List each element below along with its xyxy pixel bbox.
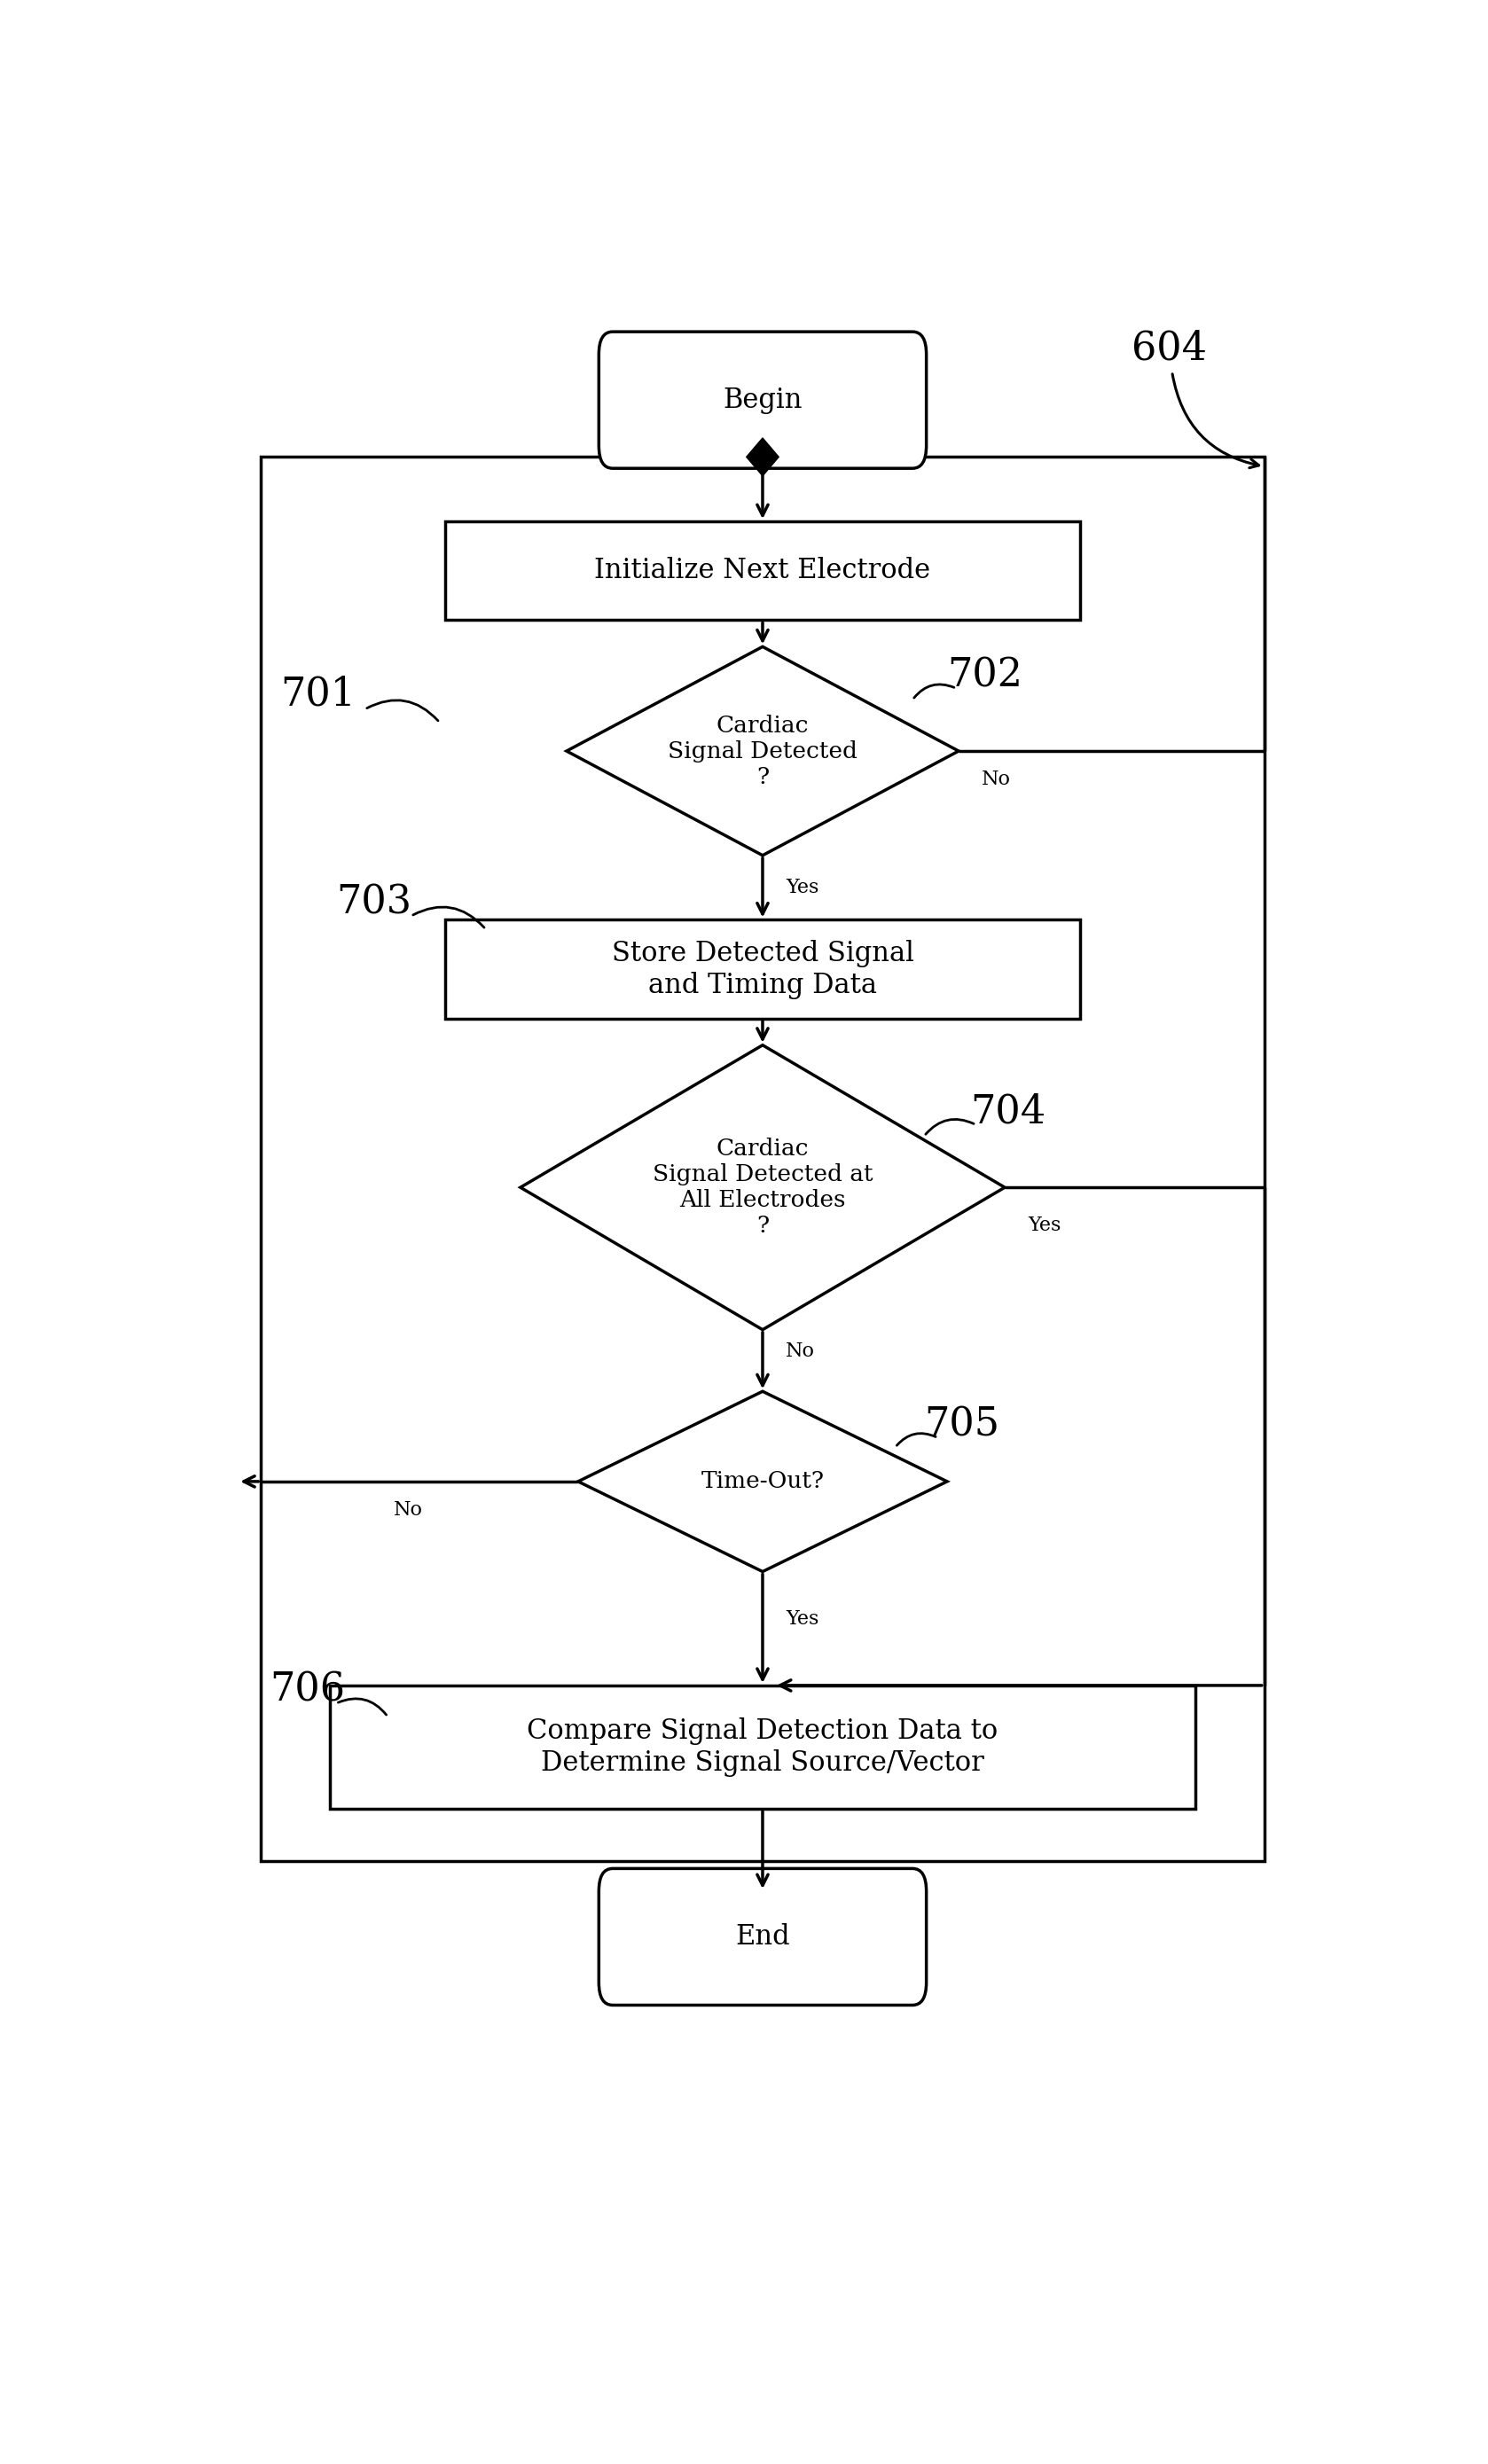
Polygon shape [567,646,958,855]
Text: End: End [735,1922,790,1951]
Text: 703: 703 [336,885,411,922]
Text: No: No [982,769,1010,788]
Text: Yes: Yes [1028,1215,1061,1234]
Text: Cardiac
Signal Detected at
All Electrodes
?: Cardiac Signal Detected at All Electrode… [652,1138,873,1237]
Polygon shape [747,439,762,476]
Bar [330,1685,1195,1809]
Polygon shape [521,1045,1004,1331]
Text: Initialize Next Electrode: Initialize Next Electrode [595,557,930,584]
Text: 706: 706 [271,1671,345,1710]
Bar [260,456,1265,1860]
Text: 704: 704 [970,1092,1046,1131]
Text: Compare Signal Detection Data to
Determine Signal Source/Vector: Compare Signal Detection Data to Determi… [527,1717,998,1777]
Text: 604: 604 [1131,330,1207,367]
Text: 705: 705 [924,1404,1000,1444]
Text: Cardiac
Signal Detected
?: Cardiac Signal Detected ? [668,715,857,788]
Text: Yes: Yes [786,1609,818,1629]
Text: 702: 702 [946,655,1022,695]
Text: Time-Out?: Time-Out? [701,1471,824,1493]
Text: Yes: Yes [786,877,818,897]
FancyBboxPatch shape [598,1868,927,2006]
Text: Store Detected Signal
and Timing Data: Store Detected Signal and Timing Data [612,939,914,998]
Text: No: No [393,1501,423,1520]
FancyBboxPatch shape [598,333,927,468]
Text: 701: 701 [281,675,356,712]
Polygon shape [762,439,778,476]
Polygon shape [577,1392,946,1572]
Text: No: No [786,1340,815,1360]
Bar [445,522,1080,621]
Text: Begin: Begin [723,387,802,414]
Bar [445,919,1080,1018]
